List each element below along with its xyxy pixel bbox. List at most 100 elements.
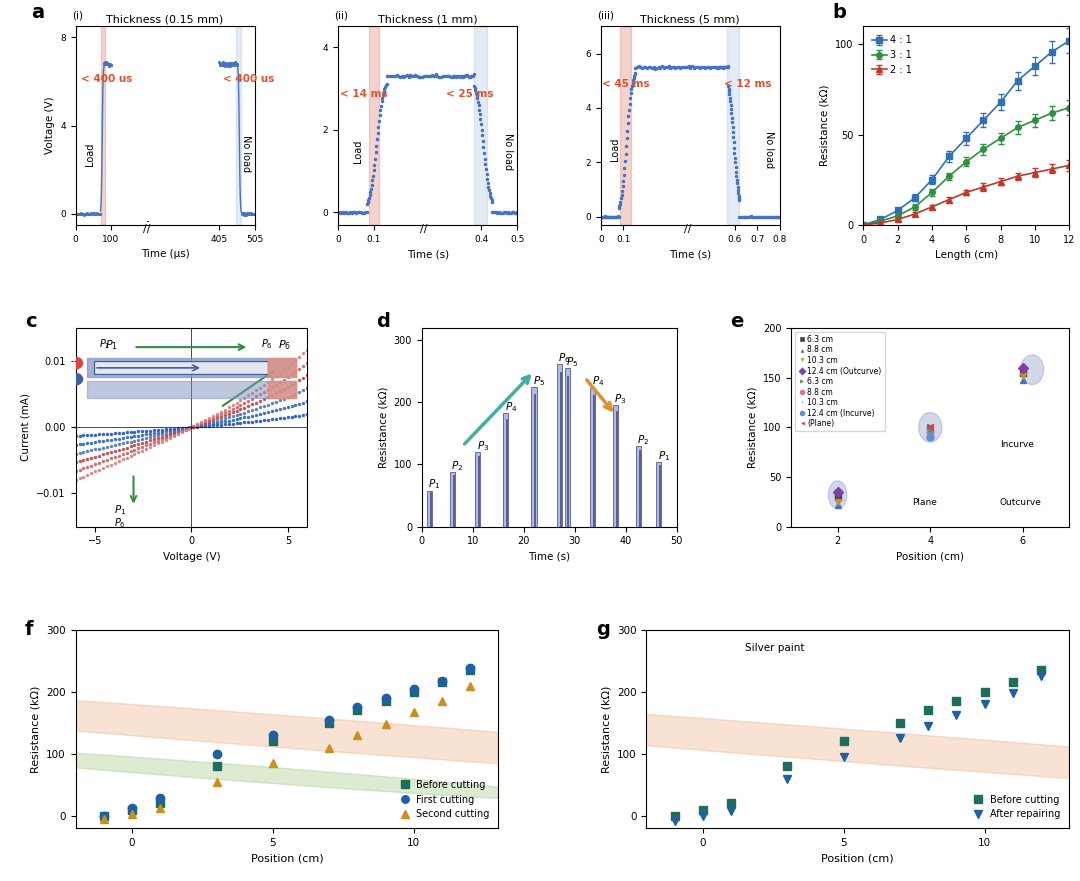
Ellipse shape [1021,355,1043,385]
Text: No load: No load [765,131,774,168]
Before cutting [323,717,336,728]
Before cutting [950,696,963,707]
Text: g: g [596,619,609,639]
Bar [450,472,455,527]
Text: < 400 us: < 400 us [81,74,132,84]
Text: Silver paint: Silver paint [745,643,805,654]
Y-axis label: Resistance (kΩ): Resistance (kΩ) [747,387,757,468]
Bar [453,475,454,527]
Ellipse shape [48,682,1080,813]
Before cutting [351,705,364,715]
X-axis label: Length (cm): Length (cm) [934,250,998,260]
Title: Thickness (1 mm): Thickness (1 mm) [378,14,477,25]
First cutting [153,793,166,803]
Text: Incurve: Incurve [1000,440,1034,449]
Second cutting [407,707,420,717]
Title: Thickness (0.15 mm): Thickness (0.15 mm) [107,14,224,25]
Second cutting [323,742,336,752]
Bar [474,26,487,225]
X-axis label: Position (cm): Position (cm) [896,552,964,562]
Text: b: b [833,3,847,22]
Text: $P_6$: $P_6$ [558,351,571,365]
First cutting [351,702,364,713]
Bar [503,413,509,527]
Text: f: f [25,619,33,639]
Bar [593,395,594,527]
Before cutting [97,811,110,821]
Text: < 25 ms: < 25 ms [446,88,494,99]
Text: $P_3$: $P_3$ [477,439,489,453]
Text: Load: Load [84,142,95,166]
Y-axis label: Resistance (kΩ): Resistance (kΩ) [820,85,829,167]
Text: //: // [685,224,692,234]
After repairing [978,699,991,709]
Text: $P_2$: $P_2$ [451,459,463,472]
Text: $P_4$: $P_4$ [592,374,604,389]
Text: $P_6$: $P_6$ [279,338,292,352]
Text: $P_1$: $P_1$ [105,338,118,352]
Text: < 12 ms: < 12 ms [724,78,771,89]
Before cutting [125,804,138,815]
Text: e: e [730,312,743,331]
First cutting [267,729,280,740]
Text: < 400 us: < 400 us [222,74,274,84]
Text: //: // [143,224,150,233]
After repairing [1007,688,1020,699]
Line: Second cutting: Second cutting [99,681,474,823]
Text: d: d [376,312,390,331]
X-axis label: Position (cm): Position (cm) [251,854,323,863]
Text: (iii): (iii) [597,11,615,20]
Bar [659,465,660,527]
Text: < 14 ms: < 14 ms [340,88,388,99]
Bar [727,26,740,225]
Before cutting [893,717,906,728]
Text: $P_1$: $P_1$ [429,478,441,492]
First cutting [323,714,336,725]
First cutting [435,675,448,685]
X-axis label: Voltage (V): Voltage (V) [163,552,220,562]
X-axis label: Time (s): Time (s) [528,552,570,562]
Bar [237,26,242,225]
After repairing [725,805,738,816]
Before cutting [379,696,392,707]
After repairing [1035,671,1048,682]
First cutting [97,811,110,821]
Legend: 4 : 1, 3 : 1, 2 : 1: 4 : 1, 3 : 1, 2 : 1 [868,32,916,78]
Text: (ii): (ii) [335,11,349,20]
After repairing [922,721,935,731]
Second cutting [463,680,476,691]
Before cutting [1007,677,1020,688]
X-axis label: Time (s): Time (s) [670,249,712,259]
First cutting [125,803,138,813]
Before cutting [463,665,476,676]
Before cutting [697,804,710,815]
Y-axis label: Resistance (kΩ): Resistance (kΩ) [30,685,41,773]
First cutting [210,749,222,759]
Bar [590,388,595,527]
Before cutting [837,736,850,746]
Text: $P_4$: $P_4$ [505,400,517,414]
Line: First cutting: First cutting [99,664,474,820]
Text: Plane: Plane [912,498,936,507]
Bar [565,368,569,527]
Before cutting [267,736,280,746]
Before cutting [922,705,935,715]
Text: Load: Load [352,139,363,163]
Before cutting [978,686,991,697]
Text: (i): (i) [72,11,83,20]
Bar [613,405,618,527]
Legend: Before cutting, After repairing: Before cutting, After repairing [971,790,1064,823]
Bar [657,462,661,527]
Text: $P_5$: $P_5$ [566,355,578,369]
Y-axis label: Resistance (kΩ): Resistance (kΩ) [378,387,388,468]
Second cutting [97,813,110,824]
Text: $P_6$: $P_6$ [114,516,126,530]
Bar [430,492,431,527]
First cutting [407,684,420,694]
Bar [478,455,480,527]
Line: Before cutting: Before cutting [99,666,474,820]
Before cutting [153,798,166,809]
Text: c: c [25,312,37,331]
Ellipse shape [0,675,1080,795]
X-axis label: Time (μs): Time (μs) [140,249,189,259]
